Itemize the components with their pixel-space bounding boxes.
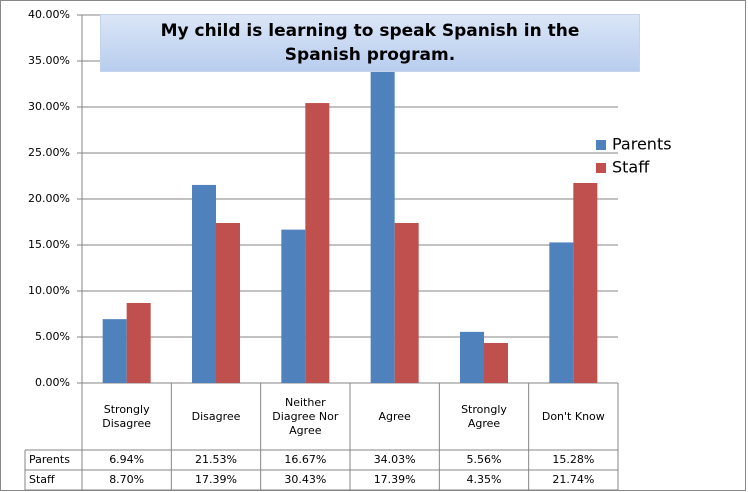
bar <box>102 319 127 383</box>
bar <box>460 331 484 383</box>
table-cell: 8.70% <box>109 473 144 486</box>
y-tick-label: 15.00% <box>28 238 70 251</box>
table-cell: 4.35% <box>467 473 502 486</box>
table-row-header: Parents <box>29 453 70 466</box>
y-tick-label: 25.00% <box>28 146 70 159</box>
y-tick-label: 10.00% <box>28 284 70 297</box>
legend-label: Parents <box>612 135 672 154</box>
legend-label: Staff <box>612 158 650 177</box>
table-row-header: Staff <box>29 473 55 486</box>
bar <box>370 69 395 383</box>
x-tick-label: Neither Diagree Nor Agree <box>272 396 339 437</box>
x-tick-label: Agree <box>378 410 411 423</box>
x-tick-label: Strongly Agree <box>461 403 507 430</box>
table-cell: 34.03% <box>374 453 416 466</box>
y-tick-label: 5.00% <box>35 330 70 343</box>
x-tick-label: Disagree <box>191 410 241 423</box>
bar <box>305 103 330 383</box>
bar <box>484 342 508 383</box>
y-tick-label: 40.00% <box>28 8 70 21</box>
bar <box>549 242 574 383</box>
y-tick-label: 20.00% <box>28 192 70 205</box>
bar <box>394 223 419 383</box>
legend-swatch <box>596 140 606 150</box>
table-cell: 17.39% <box>374 473 416 486</box>
table-cell: 5.56% <box>467 453 502 466</box>
x-tick-label: Strongly Disagree <box>102 403 152 430</box>
table-cell: 15.28% <box>552 453 594 466</box>
y-tick-label: 35.00% <box>28 54 70 67</box>
bar <box>281 229 306 383</box>
table-cell: 6.94% <box>109 453 144 466</box>
bar <box>192 184 216 383</box>
bar <box>216 223 240 383</box>
bar <box>126 302 151 383</box>
table-cell: 16.67% <box>284 453 326 466</box>
chart-title: My child is learning to speak Spanish in… <box>100 14 640 72</box>
y-tick-label: 0.00% <box>35 376 70 389</box>
x-tick-label: Don't Know <box>541 410 605 423</box>
table-cell: 30.43% <box>284 473 326 486</box>
table-cell: 21.74% <box>552 473 594 486</box>
table-cell: 21.53% <box>195 453 237 466</box>
y-tick-label: 30.00% <box>28 100 70 113</box>
table-cell: 17.39% <box>195 473 237 486</box>
bar <box>573 182 598 383</box>
legend-swatch <box>596 163 606 173</box>
